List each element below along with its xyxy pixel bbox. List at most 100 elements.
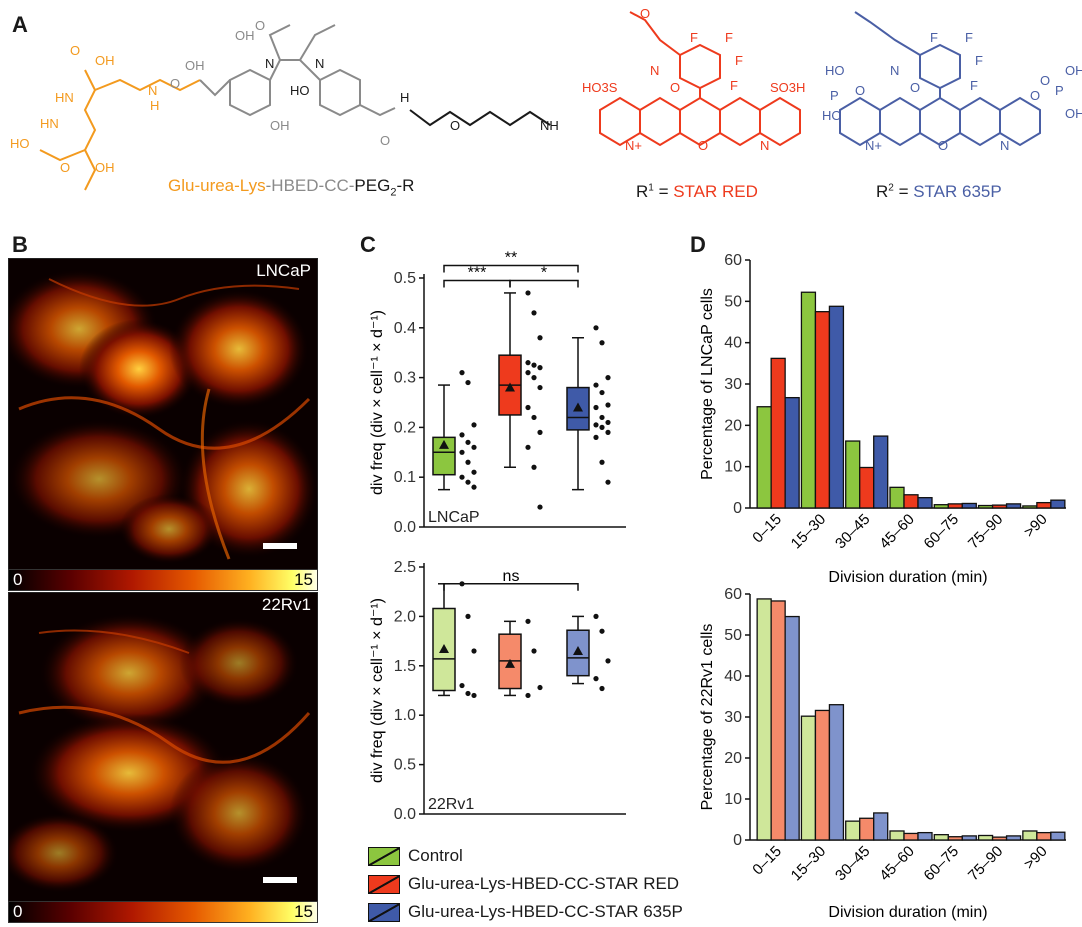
y-tick-label: 40: [724, 668, 742, 685]
data-point: [465, 379, 471, 386]
data-point: [471, 692, 477, 699]
y-tick-label: 30: [724, 376, 742, 393]
y-tick-label: 10: [724, 459, 742, 476]
data-point: [459, 449, 465, 455]
significance-bracket: [443, 279, 511, 288]
atom-label: HN: [55, 90, 74, 105]
atom-label: N: [760, 138, 769, 153]
r2-label: R2 = STAR 635P: [876, 182, 1002, 202]
bar: [947, 503, 963, 509]
data-point: [525, 360, 531, 366]
lncap-image-label: LNCaP: [256, 261, 311, 280]
x-tick-label: 30–45: [832, 511, 874, 553]
data-point: [605, 419, 611, 426]
cell-line-label: 22Rv1: [428, 796, 474, 813]
r1-prefix: R: [636, 182, 649, 201]
r1-label: R1 = STAR RED: [636, 182, 758, 202]
atom-label: HN: [40, 116, 59, 131]
y-tick-label: 50: [724, 627, 742, 644]
atom-label: O: [910, 80, 920, 95]
22rv1-colorbar: 0 15: [8, 901, 318, 923]
x-tick-label: 45–60: [876, 511, 918, 553]
y-tick-label: 0.3: [394, 370, 416, 387]
y-tick-label: 2.5: [394, 559, 416, 576]
conjugate-label-peg: PEG: [354, 176, 391, 195]
atom-label: F: [965, 30, 973, 45]
bar: [1036, 501, 1052, 509]
lncap-cell-texture: [9, 269, 317, 564]
atom-label: N: [1000, 138, 1009, 153]
conjugate-label-peg-subscript: 2: [390, 186, 397, 199]
legend-item-star-red: Glu-urea-Lys-HBED-CC-STAR RED: [368, 870, 683, 898]
data-point: [525, 404, 531, 411]
y-axis-label: div freq (div × cell⁻¹ × d⁻¹): [369, 310, 386, 495]
atom-label: SO3H: [770, 80, 805, 95]
bar: [800, 715, 817, 841]
data-point: [599, 628, 605, 634]
panel-letter-b: B: [12, 232, 28, 257]
y-tick-label: 1.0: [394, 707, 416, 724]
bar: [947, 836, 963, 841]
atom-label: O: [450, 118, 460, 133]
bar: [933, 834, 949, 841]
cell-line-label: LNCaP: [428, 509, 480, 526]
atom-label: N: [315, 56, 324, 71]
22rv1-scale-bar: [263, 877, 297, 883]
bar-chart-22rv1: 0 10 20 30 40 50 60 Percentage of 22Rv1 cells 0–…: [699, 586, 1066, 921]
bar: [873, 812, 889, 841]
22rv1-colorbar-min: 0: [13, 902, 23, 921]
atom-label: O: [698, 138, 708, 153]
data-point: [593, 382, 599, 388]
y-tick-label: 20: [724, 750, 742, 767]
significance-bracket: [509, 279, 579, 288]
data-point: [459, 474, 465, 480]
atom-label: OH: [1065, 106, 1082, 121]
legend-label-control: Control: [408, 846, 463, 865]
atom-label: N: [650, 63, 659, 78]
atom-label: OH: [270, 118, 290, 133]
y-tick-label: 0.2: [394, 419, 416, 436]
atom-label: OH: [185, 58, 205, 73]
data-point: [525, 290, 531, 296]
data-point: [537, 504, 543, 510]
legend-label-star-635p: Glu-urea-Lys-HBED-CC-STAR 635P: [408, 902, 683, 921]
bar: [814, 311, 831, 509]
22rv1-cell-texture: [9, 613, 311, 893]
bar: [903, 832, 919, 841]
bar-chart-lncap: 0 10 20 30 40 50 60 Percentage of LNCaP cells 0–…: [699, 252, 1066, 586]
bar: [977, 834, 994, 841]
x-axis-label: Division duration (min): [828, 904, 987, 921]
atom-label: O: [60, 160, 70, 175]
significance-label: ***: [468, 264, 487, 281]
atom-label: N+: [865, 138, 882, 153]
legend-label-star-red: Glu-urea-Lys-HBED-CC-STAR RED: [408, 874, 680, 893]
data-point: [605, 658, 611, 664]
y-tick-label: 30: [724, 709, 742, 726]
legend: Control Glu-urea-Lys-HBED-CC-STAR RED Gl…: [368, 842, 683, 926]
bar: [770, 357, 786, 509]
y-axis-label: Percentage of LNCaP cells: [699, 288, 716, 480]
bar: [859, 817, 875, 841]
y-tick-label: 0.5: [394, 270, 416, 287]
box-plot-22rv1: 0.0 0.5 1.0 1.5 2.0 2.5 div freq (div × cell⁻¹…: [369, 559, 626, 823]
r2-dye-name: STAR 635P: [913, 182, 1002, 201]
data-point: [531, 375, 537, 381]
peg-linker-structure: [409, 109, 551, 127]
box: [432, 436, 456, 476]
data-point: [605, 375, 611, 381]
data-point: [599, 424, 605, 430]
x-tick-label: 0–15: [749, 843, 785, 879]
panel-letter-c: C: [360, 232, 376, 257]
lncap-scale-bar: [263, 543, 297, 549]
22rv1-image-label: 22Rv1: [261, 595, 311, 614]
y-tick-label: 0.4: [394, 320, 416, 337]
atom-label: HO: [10, 136, 30, 151]
22rv1-colorbar-max: 15: [294, 902, 313, 921]
data-point: [599, 389, 605, 396]
x-tick-label: 45–60: [876, 843, 918, 885]
significance-bracket: [443, 264, 579, 273]
bar: [991, 836, 1008, 841]
panel-letter-d: D: [690, 232, 706, 257]
data-point: [593, 676, 599, 682]
atom-label: OH: [95, 53, 115, 68]
